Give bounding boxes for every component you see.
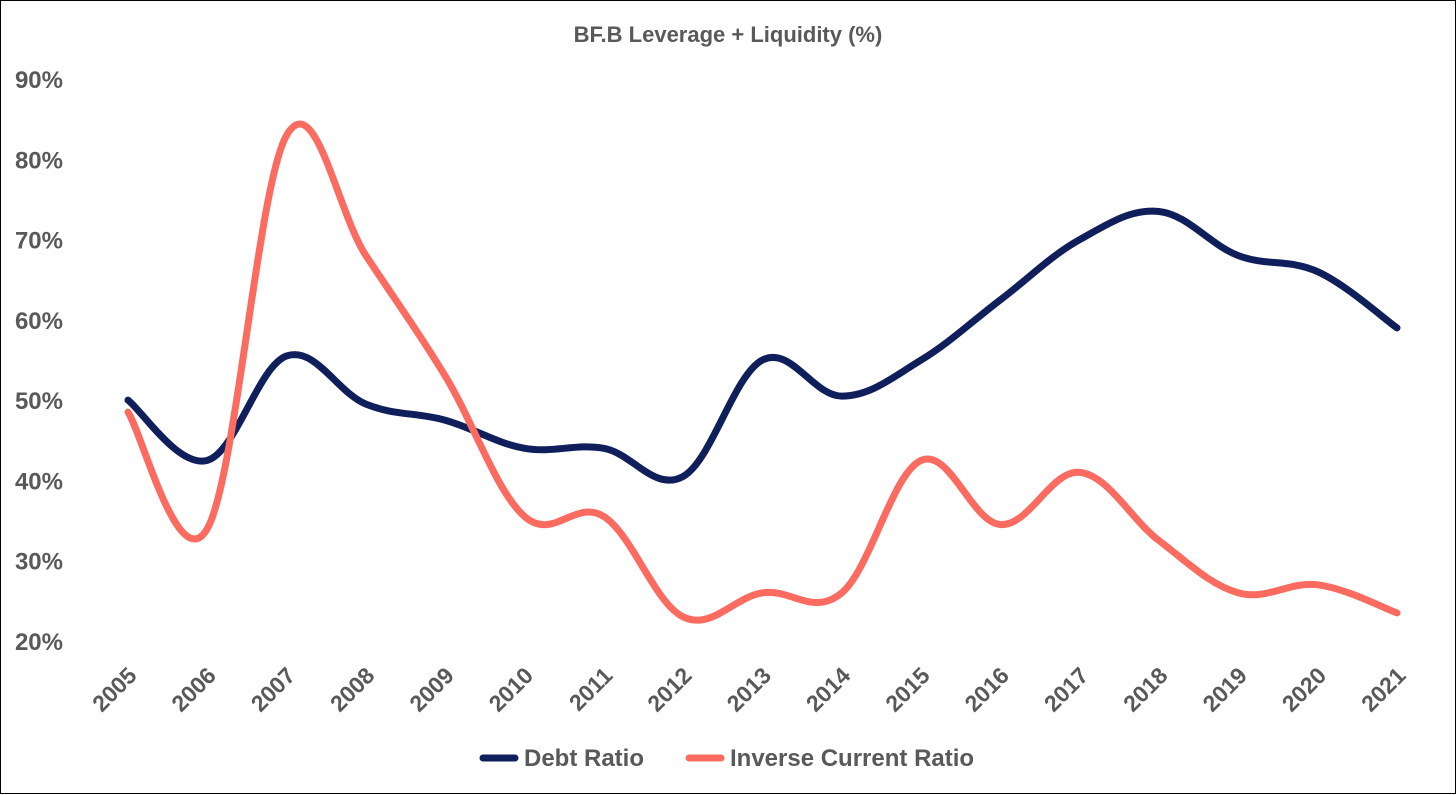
y-tick-label: 40% [15, 468, 63, 495]
x-tick-label: 2015 [880, 662, 935, 717]
y-tick-label: 50% [15, 388, 63, 415]
x-tick-label: 2007 [246, 662, 301, 717]
x-tick-label: 2014 [801, 662, 856, 717]
series-line-debt-ratio [124, 207, 1401, 484]
x-tick-label: 2021 [1356, 662, 1411, 717]
x-tick-label: 2005 [87, 662, 142, 717]
y-tick-label: 60% [15, 308, 63, 335]
y-axis-tick-labels: 20% 30% 40% 50% 60% 70% 80% 90% [15, 67, 63, 656]
legend-label-debt-ratio: Debt Ratio [524, 745, 644, 772]
x-axis-tick-labels: 2005 2006 2007 2008 2009 2010 2011 2012 2013 2014… [87, 662, 1411, 717]
y-tick-label: 30% [15, 549, 63, 576]
x-tick-label: 2013 [721, 662, 776, 717]
x-tick-label: 2012 [642, 662, 697, 717]
x-tick-label: 2018 [1118, 662, 1173, 717]
x-tick-label: 2017 [1039, 662, 1094, 717]
x-tick-label: 2020 [1277, 662, 1332, 717]
series-lines [124, 120, 1401, 624]
x-tick-label: 2019 [1197, 662, 1252, 717]
series-line-inverse-current-ratio [124, 120, 1401, 624]
y-tick-label: 90% [15, 67, 63, 94]
y-tick-label: 70% [15, 228, 63, 255]
x-tick-label: 2006 [166, 662, 221, 717]
legend-label-inverse-current-ratio: Inverse Current Ratio [730, 745, 974, 772]
legend: Debt Ratio Inverse Current Ratio [479, 745, 974, 772]
x-tick-label: 2008 [325, 662, 380, 717]
y-tick-label: 20% [15, 629, 63, 656]
chart-title: BF.B Leverage + Liquidity (%) [574, 22, 883, 47]
x-tick-label: 2016 [959, 662, 1014, 717]
x-tick-label: 2011 [564, 662, 618, 716]
x-tick-label: 2010 [484, 662, 539, 717]
x-tick-label: 2009 [404, 662, 459, 717]
y-tick-label: 80% [15, 147, 63, 174]
